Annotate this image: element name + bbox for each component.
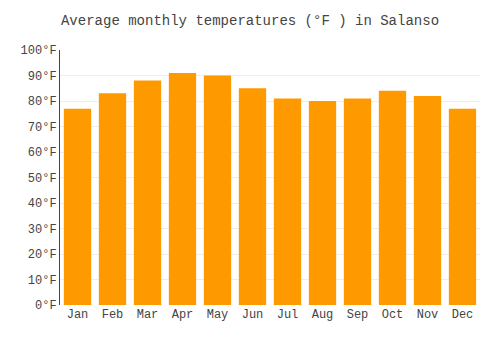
svg-text:90°F: 90°F	[28, 70, 57, 84]
svg-text:Aug: Aug	[312, 308, 334, 322]
svg-text:Sep: Sep	[347, 308, 369, 322]
svg-text:Mar: Mar	[137, 308, 159, 322]
svg-text:80°F: 80°F	[28, 95, 57, 109]
svg-text:60°F: 60°F	[28, 146, 57, 160]
svg-text:100°F: 100°F	[21, 44, 57, 58]
svg-text:Jul: Jul	[277, 308, 299, 322]
svg-text:30°F: 30°F	[28, 223, 57, 237]
svg-text:May: May	[207, 308, 229, 322]
svg-text:50°F: 50°F	[28, 172, 57, 186]
svg-text:0°F: 0°F	[35, 299, 57, 313]
svg-text:20°F: 20°F	[28, 248, 57, 262]
svg-text:Oct: Oct	[382, 308, 404, 322]
svg-text:Nov: Nov	[417, 308, 439, 322]
svg-text:Feb: Feb	[102, 308, 124, 322]
svg-text:Apr: Apr	[172, 308, 194, 322]
svg-text:Average monthly temperatures (: Average monthly temperatures (°F ) in Sa…	[61, 13, 439, 29]
svg-text:40°F: 40°F	[28, 197, 57, 211]
svg-text:Jun: Jun	[242, 308, 264, 322]
svg-text:10°F: 10°F	[28, 274, 57, 288]
svg-text:Jan: Jan	[67, 308, 89, 322]
svg-text:70°F: 70°F	[28, 121, 57, 135]
svg-text:Dec: Dec	[452, 308, 474, 322]
